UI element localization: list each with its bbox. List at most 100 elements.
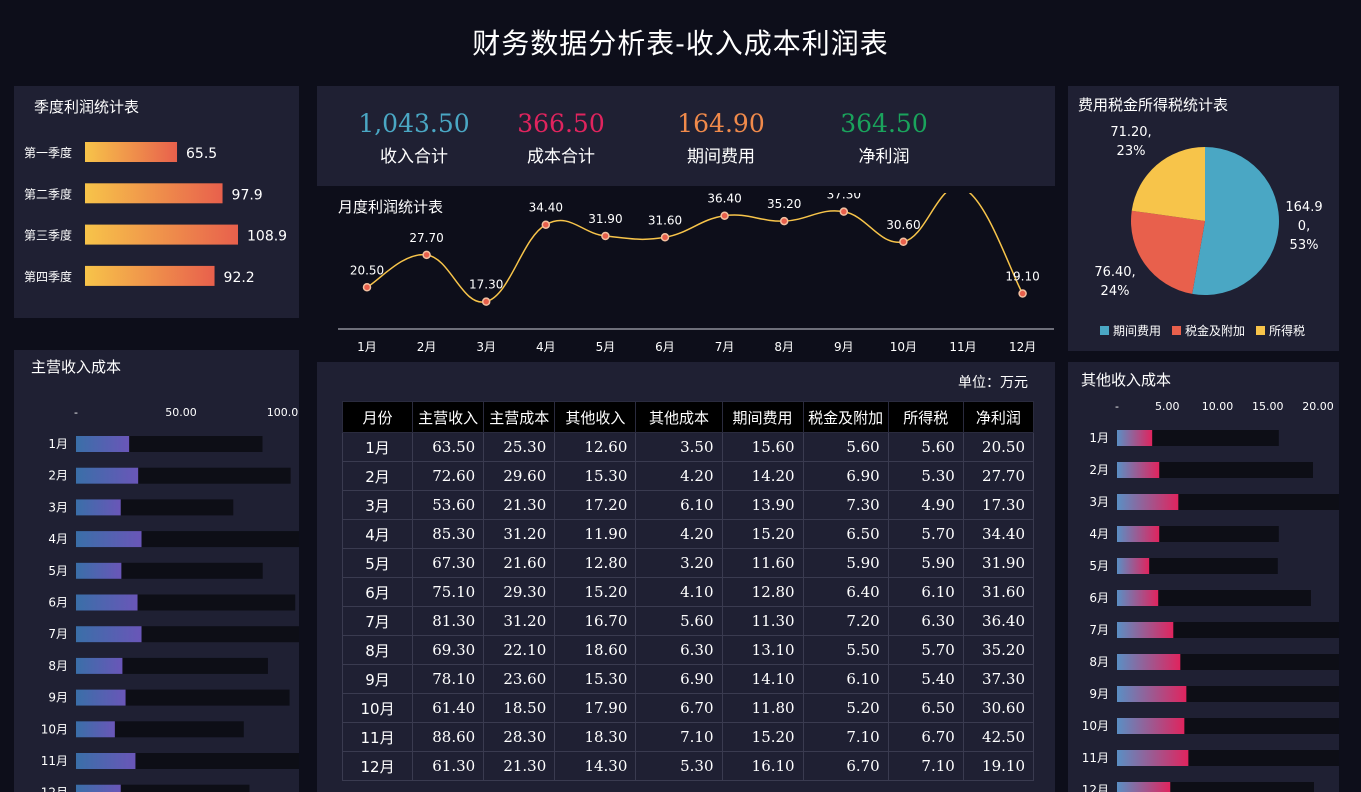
value-cell: 17.90 <box>554 693 637 723</box>
main-cost-bar <box>76 689 126 706</box>
value-cell: 16.10 <box>721 751 804 781</box>
value-cell: 21.30 <box>483 490 556 520</box>
value-cell: 5.50 <box>802 635 889 665</box>
quarter-bar <box>85 183 223 204</box>
other-total-bar <box>1117 558 1278 574</box>
y-tick-label: 10月 <box>41 722 68 736</box>
table-row: 11月 88.60 28.30 18.30 7.10 15.20 7.10 6.70 42.50 <box>341 722 1035 752</box>
month-cell: 4月 <box>341 519 414 549</box>
x-tick-label: 2月 <box>417 340 437 354</box>
value-cell: 7.30 <box>802 490 889 520</box>
other-cost-bar <box>1117 654 1181 670</box>
y-tick-label: 5月 <box>1089 559 1109 573</box>
other-cost-bar <box>1117 750 1189 766</box>
other-cost-bar <box>1117 526 1160 542</box>
value-cell: 5.40 <box>887 664 964 694</box>
other-cost-bar <box>1117 590 1159 606</box>
table-row: 12月 61.30 21.30 14.30 5.30 16.10 6.70 7.10 19.10 <box>341 751 1035 781</box>
x-tick-label: - <box>74 406 78 419</box>
kpi-cost: 366.50 成本合计 <box>476 108 646 167</box>
value-cell: 22.10 <box>483 635 556 665</box>
main-cost-bar <box>76 784 121 792</box>
value-cell: 61.40 <box>412 693 485 723</box>
main-total-bar <box>76 721 244 738</box>
kpi-revenue: 1,043.50 收入合计 <box>329 108 499 167</box>
value-cell: 6.40 <box>802 577 889 607</box>
monthly-chart-title: 月度利润统计表 <box>338 198 444 216</box>
pie-slice-label: 71.20, 23% <box>1110 125 1151 159</box>
quarter-panel: 季度利润统计表 第一季度 65.5 第二季度 97.9 第三季度 108.9 第四季度 92.… <box>14 86 299 318</box>
value-cell: 6.90 <box>635 664 723 694</box>
x-tick-label: 15.00 <box>1252 400 1284 413</box>
value-cell: 5.90 <box>887 548 964 578</box>
data-table: 月份 主营收入 主营成本 其他收入 其他成本 期间费用 税金及附加 所得税 净利… <box>341 401 1035 781</box>
other-cost-bar <box>1117 686 1187 702</box>
pie-panel-title: 费用税金所得税统计表 <box>1078 96 1229 114</box>
profit-data-label: 37.30 <box>827 193 861 202</box>
month-cell: 10月 <box>341 693 414 723</box>
pie-slice <box>1192 147 1279 295</box>
page-title: 财务数据分析表-收入成本利润表 <box>472 27 889 60</box>
y-tick-label: 1月 <box>1089 431 1109 445</box>
value-cell: 21.60 <box>483 548 556 578</box>
main-total-bar <box>76 784 250 792</box>
value-cell: 15.30 <box>554 664 637 694</box>
value-cell: 13.90 <box>721 490 804 520</box>
monthly-line-chart: 20.50 1月 27.70 2月 17.30 3月 34.40 4月 31.90 5月 31.60… <box>338 193 1054 354</box>
x-tick-label: 11月 <box>949 340 976 354</box>
value-cell: 85.30 <box>412 519 485 549</box>
table-row: 8月 69.30 22.10 18.60 6.30 13.10 5.50 5.70 35.20 <box>341 635 1035 665</box>
value-cell: 6.70 <box>802 751 889 781</box>
profit-point <box>481 297 491 306</box>
value-cell: 34.40 <box>962 519 1035 549</box>
value-cell: 15.60 <box>721 432 804 462</box>
value-cell: 31.90 <box>962 548 1035 578</box>
x-tick-label: 7月 <box>715 340 735 354</box>
column-header: 月份 <box>341 401 414 433</box>
x-tick-label: 1月 <box>357 340 377 354</box>
profit-data-label: 35.20 <box>767 197 801 211</box>
value-cell: 63.50 <box>412 432 485 462</box>
y-tick-label: 2月 <box>1089 463 1109 477</box>
pie-panel: 费用税金所得税统计表 164.9 0, 53% 76.40, 24% 71.20, 23% 期… <box>1068 86 1339 351</box>
other-cost-bar <box>1117 718 1185 734</box>
column-header: 其他收入 <box>554 401 637 433</box>
value-cell: 31.20 <box>483 519 556 549</box>
value-cell: 30.60 <box>962 693 1035 723</box>
table-row: 7月 81.30 31.20 16.70 5.60 11.30 7.20 6.30 36.40 <box>341 606 1035 636</box>
column-header: 税金及附加 <box>802 401 889 433</box>
other-total-bar <box>1117 462 1313 478</box>
profit-data-label: 19.10 <box>1005 270 1039 284</box>
month-cell: 1月 <box>341 432 414 462</box>
quarter-category-label: 第二季度 <box>24 186 72 201</box>
value-cell: 15.30 <box>554 461 637 491</box>
x-tick-label: 20.00 <box>1302 400 1334 413</box>
value-cell: 7.20 <box>802 606 889 636</box>
quarter-panel-title: 季度利润统计表 <box>34 98 140 116</box>
column-header: 主营成本 <box>483 401 556 433</box>
other-cost-bar <box>1117 622 1174 638</box>
value-cell: 29.30 <box>483 577 556 607</box>
value-cell: 14.30 <box>554 751 637 781</box>
kpi-net-profit-label: 净利润 <box>858 147 910 167</box>
kpi-net-profit: 364.50 净利润 <box>799 108 969 167</box>
value-cell: 6.70 <box>887 722 964 752</box>
other-total-bar <box>1117 782 1314 792</box>
other-cost-bar <box>1117 462 1160 478</box>
quarter-bar <box>85 142 178 162</box>
x-tick-label: 50.00 <box>165 406 197 419</box>
value-cell: 18.30 <box>554 722 637 752</box>
month-cell: 3月 <box>341 490 414 520</box>
value-cell: 11.60 <box>721 548 804 578</box>
value-cell: 5.20 <box>802 693 889 723</box>
y-tick-label: 8月 <box>1089 655 1109 669</box>
value-cell: 5.70 <box>887 519 964 549</box>
table-row: 1月 63.50 25.30 12.60 3.50 15.60 5.60 5.60 20.50 <box>341 432 1035 462</box>
value-cell: 20.50 <box>962 432 1035 462</box>
profit-point <box>899 237 908 247</box>
other-revenue-panel: 其他收入成本 - 5.00 10.00 15.00 20.00 1月 2月 3月 4月 5月 6月 7… <box>1068 362 1339 792</box>
legend-swatch <box>1172 326 1181 335</box>
profit-data-label: 31.60 <box>648 213 682 227</box>
value-cell: 14.20 <box>721 461 804 491</box>
kpi-net-profit-value: 364.50 <box>840 109 928 138</box>
